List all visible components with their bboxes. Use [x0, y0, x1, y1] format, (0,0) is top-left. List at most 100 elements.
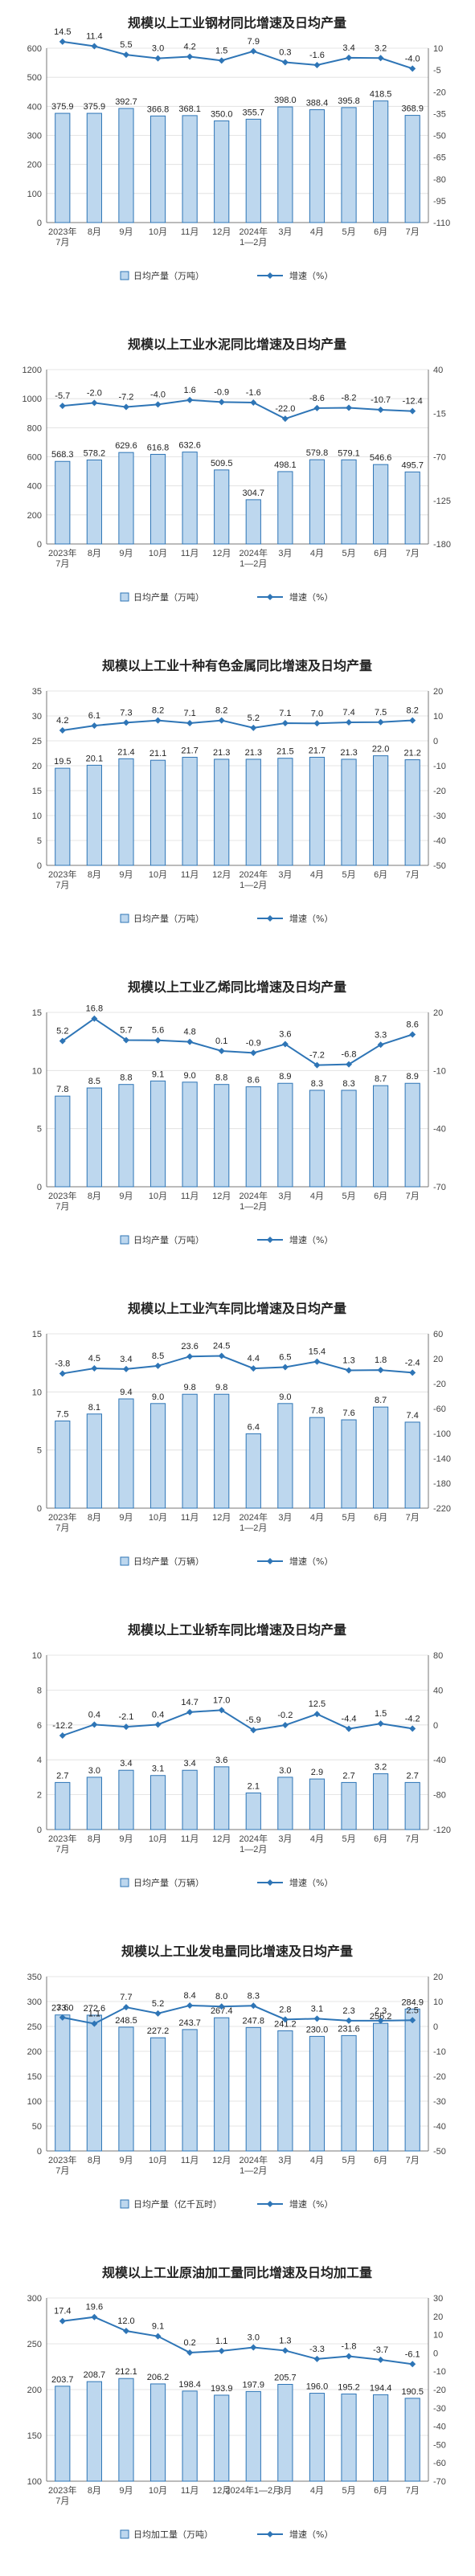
bar-value-label: 9.4 — [120, 1388, 132, 1397]
left-axis-tick: 300 — [27, 132, 42, 141]
x-axis-tick: 7月 — [406, 1834, 420, 1844]
bar — [214, 2017, 230, 2152]
bar — [55, 767, 71, 866]
line-point — [59, 2014, 66, 2021]
left-axis-tick: 15 — [32, 1008, 42, 1018]
bar — [373, 755, 389, 866]
x-axis-tick: 5月 — [342, 1192, 355, 1201]
x-axis-tick: 4月 — [310, 1192, 324, 1201]
line-value-label: -1.6 — [246, 388, 261, 398]
growth-line — [62, 399, 413, 420]
line-value-label: 7.1 — [279, 709, 291, 718]
bar-value-label: 230.0 — [306, 2025, 329, 2034]
line-value-label: 2.3 — [342, 2006, 354, 2016]
line-value-label: 8.5 — [152, 1351, 164, 1361]
line-point — [91, 399, 98, 407]
x-axis-tick: 2023年 — [48, 1511, 76, 1523]
x-axis-tick: 2024年 — [240, 2154, 268, 2165]
bar — [309, 1778, 326, 1830]
bar — [373, 1085, 389, 1188]
bar — [118, 2378, 134, 2482]
right-axis-tick: 20 — [433, 1355, 443, 1364]
x-axis-tick: 8月 — [88, 549, 101, 558]
line-point — [91, 1721, 98, 1728]
x-axis-tick: 2023年 — [48, 1833, 76, 1844]
x-axis-tick: 7月 — [55, 2496, 69, 2506]
line-value-label: -2.1 — [118, 1712, 133, 1722]
bar — [373, 100, 389, 223]
line-point — [186, 719, 194, 726]
bar-value-label: 8.1 — [88, 1403, 100, 1413]
left-axis-tick: 200 — [27, 2047, 42, 2057]
bar — [149, 453, 166, 545]
x-axis-tick: 7月 — [55, 1523, 69, 1533]
legend-bar-label: 日均产量（万吨） — [133, 270, 204, 281]
x-axis-tick: 12月 — [212, 1513, 231, 1523]
bar-value-label: 21.3 — [213, 748, 230, 758]
x-axis-tick: 1—2月 — [240, 559, 267, 569]
x-axis-tick: 4月 — [310, 549, 324, 558]
x-axis-tick: 3月 — [278, 549, 292, 558]
x-axis-tick: 7月 — [55, 2166, 69, 2176]
bar-value-label: 579.1 — [338, 448, 360, 458]
line-point — [409, 65, 416, 72]
bar — [404, 2398, 420, 2482]
left-axis-tick: 250 — [27, 2340, 42, 2349]
line-value-label: -3.7 — [373, 2345, 388, 2355]
right-axis-tick: 40 — [433, 366, 443, 375]
line-value-label: 4.2 — [183, 42, 195, 51]
bar-value-label: 368.1 — [178, 104, 201, 114]
right-axis-tick: -20 — [433, 2072, 446, 2082]
legend-bar-label: 日均产量（万吨） — [133, 913, 204, 924]
legend-bar-swatch — [120, 1878, 129, 1887]
x-axis-tick: 7月 — [406, 227, 420, 237]
line-value-label: 8.0 — [215, 1992, 227, 2002]
chart-title: 规模以上工业钢材同比增速及日均产量 — [128, 15, 346, 31]
chart-sedan: 规模以上工业轿车同比增速及日均产量 0 2 4 6 8 10 -120 -80 -40 0 40 80 2… — [0, 1607, 475, 1924]
line-value-label: -0.2 — [277, 1711, 293, 1720]
line-value-label: 3.4 — [120, 1355, 132, 1364]
bar — [277, 106, 293, 223]
line-point — [346, 2017, 353, 2024]
bar-value-label: 7.5 — [56, 1410, 68, 1420]
line-point — [250, 1365, 257, 1372]
x-axis-tick: 2024年1—2月 — [225, 2484, 281, 2496]
bar-value-label: 509.5 — [211, 459, 233, 468]
right-axis-tick: -220 — [433, 1504, 451, 1514]
line-point — [409, 1725, 416, 1732]
left-axis-tick: 5 — [37, 836, 42, 846]
line-value-label: 11.4 — [86, 31, 103, 41]
line-value-label: -8.2 — [342, 394, 357, 403]
right-axis-tick: -40 — [433, 1756, 446, 1765]
line-value-label: 8.2 — [407, 706, 419, 716]
bar-value-label: 190.5 — [401, 2387, 424, 2397]
bar-value-label: 579.8 — [306, 448, 329, 458]
growth-line — [62, 1017, 413, 1066]
right-axis-tick: 0 — [433, 1721, 438, 1731]
right-axis-tick: -40 — [433, 2423, 446, 2432]
line-value-label: -8.6 — [309, 394, 325, 403]
bar — [86, 459, 102, 545]
bar — [118, 1398, 134, 1509]
bar — [277, 1082, 293, 1188]
line-point — [59, 726, 66, 734]
x-axis-tick: 2024年 — [240, 226, 268, 237]
legend-line-marker — [267, 2531, 273, 2537]
left-axis-tick: 15 — [32, 787, 42, 796]
bar-value-label: 247.8 — [243, 2016, 265, 2026]
bar-value-label: 203.7 — [51, 2375, 74, 2385]
line-point — [409, 2361, 416, 2368]
line-point — [154, 1721, 162, 1728]
bar — [86, 1777, 102, 1830]
x-axis-tick: 4月 — [310, 227, 324, 237]
line-value-label: 8.3 — [248, 1991, 260, 2001]
right-axis-tick: -80 — [433, 175, 446, 185]
left-axis-tick: 5 — [37, 1446, 42, 1456]
line-value-label: 6.1 — [88, 711, 100, 721]
left-axis-tick: 200 — [27, 511, 42, 521]
right-axis-tick: -80 — [433, 1791, 446, 1801]
right-axis-tick: -50 — [433, 861, 446, 871]
legend-line-label: 增速（%） — [289, 2529, 333, 2540]
bar-value-label: 9.0 — [279, 1392, 291, 1402]
bar — [182, 2390, 198, 2482]
